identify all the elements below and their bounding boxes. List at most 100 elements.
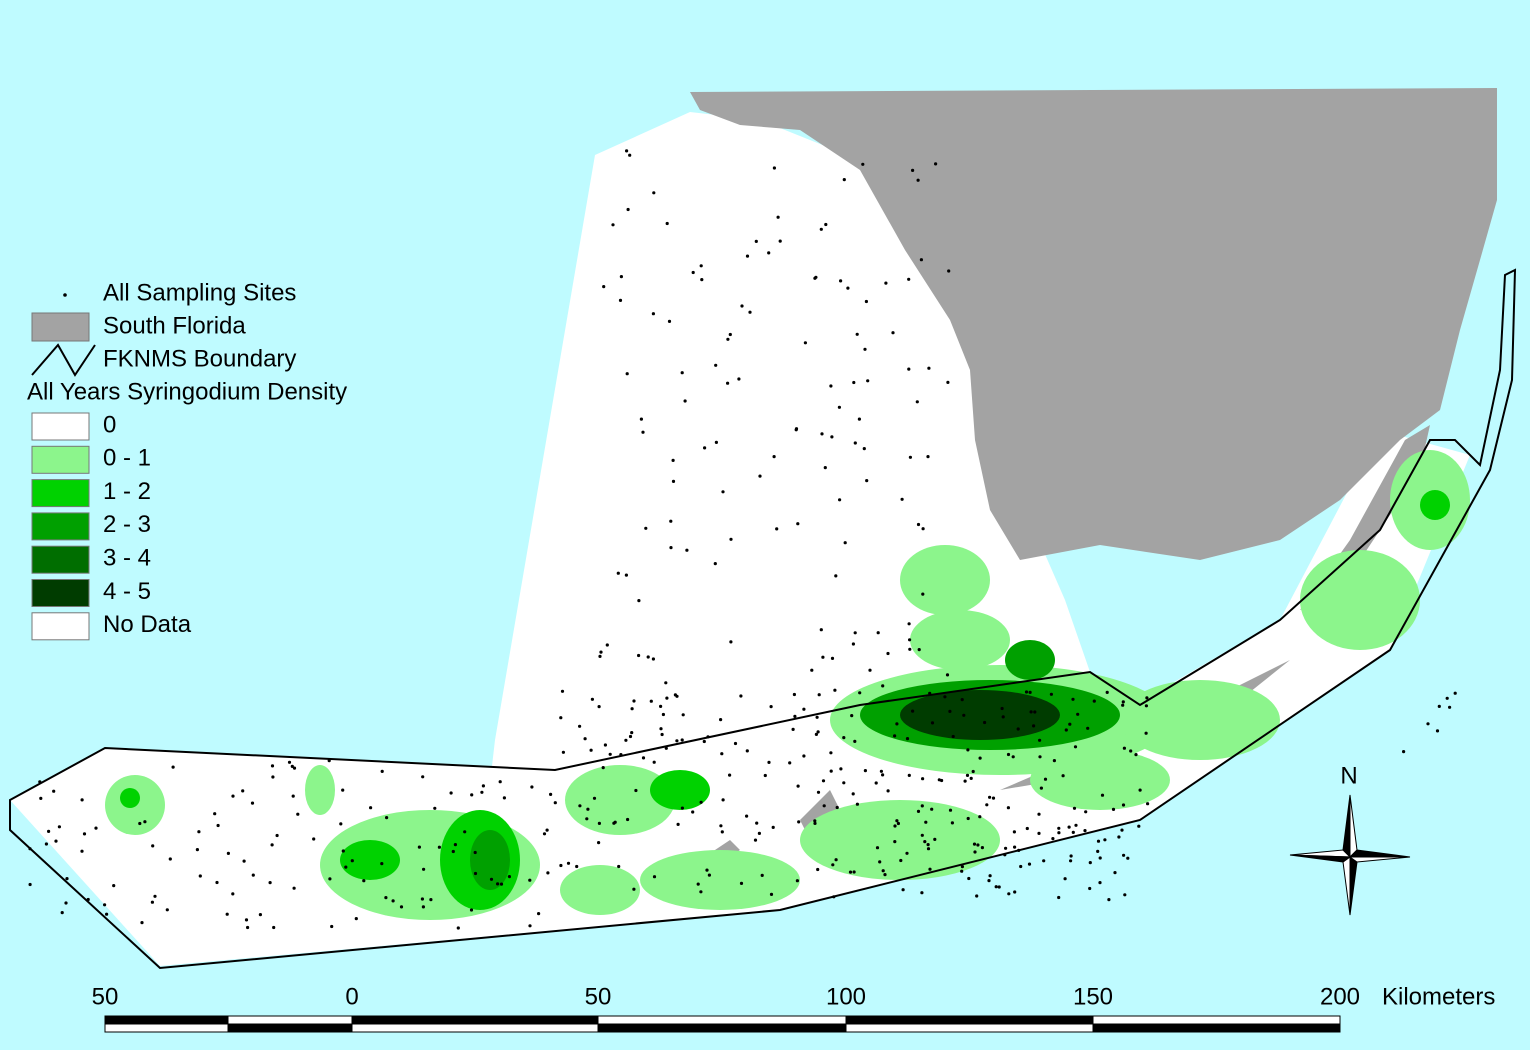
site xyxy=(1064,728,1068,732)
site xyxy=(680,806,685,810)
site xyxy=(772,455,776,459)
site xyxy=(1037,831,1041,836)
site xyxy=(702,739,706,744)
site xyxy=(601,766,605,770)
site xyxy=(1123,893,1127,897)
site xyxy=(793,714,797,719)
site xyxy=(824,222,828,227)
site xyxy=(1013,890,1017,894)
site xyxy=(453,843,457,847)
site xyxy=(165,908,169,912)
site xyxy=(354,917,358,921)
scale-label: 100 xyxy=(826,983,866,1010)
site xyxy=(1144,704,1148,708)
site xyxy=(855,802,860,806)
site xyxy=(988,795,992,799)
site xyxy=(911,709,915,713)
scale-segment xyxy=(1092,1015,1341,1025)
site xyxy=(928,867,932,871)
site xyxy=(830,435,834,439)
site xyxy=(868,668,872,672)
scale-segment xyxy=(1092,1023,1341,1033)
site xyxy=(634,788,638,793)
site xyxy=(960,698,964,702)
site xyxy=(270,843,274,847)
site xyxy=(1111,807,1116,812)
scale-label: 150 xyxy=(1073,983,1113,1010)
site xyxy=(644,526,648,530)
site xyxy=(928,691,932,695)
site xyxy=(630,731,634,735)
class-label: 4 - 5 xyxy=(103,578,151,605)
site xyxy=(802,754,806,758)
site xyxy=(683,399,687,403)
site xyxy=(597,705,601,709)
site xyxy=(421,775,425,779)
site xyxy=(852,870,856,874)
site xyxy=(713,562,717,566)
site xyxy=(241,789,245,793)
site xyxy=(270,764,275,768)
site xyxy=(874,781,878,785)
site xyxy=(814,275,818,279)
site xyxy=(1071,830,1075,835)
site xyxy=(86,897,90,902)
site xyxy=(739,881,744,886)
site xyxy=(819,628,823,632)
site xyxy=(810,668,814,672)
scale-segment xyxy=(351,1023,599,1033)
site xyxy=(1017,848,1021,853)
site xyxy=(729,640,733,644)
site xyxy=(641,430,645,434)
site xyxy=(1025,826,1029,831)
site xyxy=(296,812,300,816)
site xyxy=(916,809,921,814)
scale-unit: Kilometers xyxy=(1382,983,1495,1010)
south-florida xyxy=(690,88,1497,560)
site xyxy=(842,178,846,182)
site xyxy=(616,571,620,575)
site xyxy=(907,622,911,626)
site xyxy=(502,796,506,800)
site xyxy=(976,843,980,847)
site xyxy=(1134,753,1138,757)
site xyxy=(745,814,749,818)
site xyxy=(881,773,885,777)
site xyxy=(729,537,733,541)
site xyxy=(637,653,641,658)
site xyxy=(473,871,478,876)
site xyxy=(839,767,843,771)
site xyxy=(287,760,292,764)
site xyxy=(862,447,866,451)
scale-segment xyxy=(351,1015,599,1025)
site xyxy=(676,822,680,827)
site xyxy=(597,821,602,826)
site xyxy=(829,769,833,773)
site xyxy=(745,254,750,258)
site xyxy=(216,823,220,828)
site xyxy=(815,715,819,719)
site xyxy=(1069,854,1073,858)
site xyxy=(470,793,474,797)
site xyxy=(1120,828,1124,832)
site xyxy=(143,820,147,824)
site xyxy=(213,812,217,816)
site xyxy=(917,648,921,652)
site xyxy=(1113,871,1117,875)
site xyxy=(883,873,887,877)
boundary-symbol xyxy=(31,343,96,377)
site xyxy=(920,891,924,895)
site xyxy=(813,821,817,826)
site xyxy=(726,381,730,385)
site xyxy=(896,821,901,826)
site xyxy=(821,655,825,659)
site xyxy=(537,912,541,916)
site xyxy=(652,875,657,879)
site xyxy=(814,732,819,737)
site xyxy=(994,885,998,889)
site xyxy=(671,458,675,462)
seagrass xyxy=(105,450,1470,920)
site xyxy=(671,479,676,483)
site xyxy=(866,379,870,383)
site xyxy=(895,722,899,726)
